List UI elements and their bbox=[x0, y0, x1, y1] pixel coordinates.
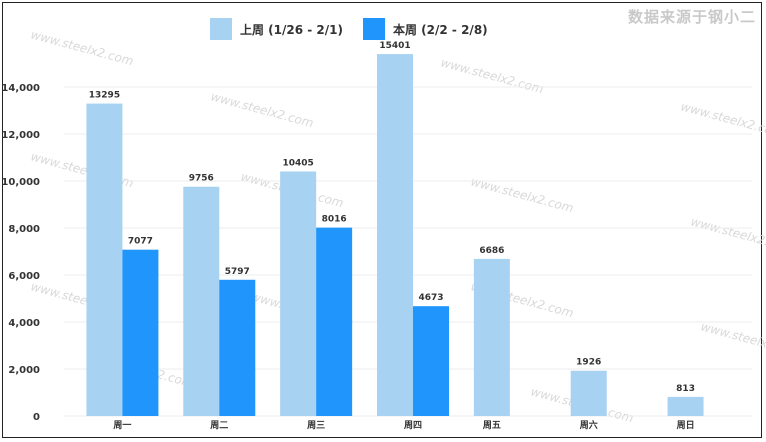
legend-item-last-week: 上周 (1/26 - 2/1) bbox=[210, 18, 343, 40]
bar-last-week bbox=[667, 396, 704, 416]
x-tick-label: 周二 bbox=[210, 420, 228, 431]
bar-this-week bbox=[219, 279, 256, 416]
legend-swatch-last-week bbox=[210, 18, 232, 40]
data-label-last-week: 9756 bbox=[189, 174, 214, 184]
data-label-this-week: 7077 bbox=[128, 237, 153, 247]
data-label-last-week: 13295 bbox=[89, 91, 120, 101]
y-tick-label: 6,000 bbox=[8, 271, 40, 282]
chart-legend: 上周 (1/26 - 2/1) 本周 (2/2 - 2/8) bbox=[210, 18, 488, 40]
bar-last-week bbox=[86, 103, 123, 416]
y-tick-label: 10,000 bbox=[1, 177, 40, 188]
bar-this-week bbox=[316, 227, 353, 416]
bar-last-week bbox=[570, 370, 607, 416]
y-tick-label: 4,000 bbox=[8, 318, 40, 329]
bar-this-week bbox=[413, 306, 449, 416]
data-label-this-week: 4673 bbox=[418, 293, 443, 303]
x-tick-label: 周日 bbox=[677, 420, 695, 431]
data-label-this-week: 8016 bbox=[322, 215, 347, 225]
watermark-text: www.steelx2.com bbox=[699, 319, 766, 360]
bar-last-week bbox=[280, 171, 317, 416]
legend-swatch-this-week bbox=[363, 18, 385, 40]
watermark-text: www.steelx2.com bbox=[209, 89, 315, 130]
data-label-last-week: 15401 bbox=[379, 41, 410, 51]
bar-last-week bbox=[473, 258, 510, 416]
data-label-last-week: 6686 bbox=[479, 246, 504, 256]
watermark-text: www.steelx2.com bbox=[689, 214, 766, 255]
x-tick-label: 周六 bbox=[580, 419, 598, 431]
bar-last-week bbox=[377, 54, 413, 416]
x-tick-label: 周四 bbox=[404, 420, 422, 431]
data-source-note: 数据来源于钢小二 bbox=[627, 8, 756, 26]
legend-label-last-week: 上周 (1/26 - 2/1) bbox=[240, 22, 343, 37]
watermark-text: www.steelx2.com bbox=[29, 27, 135, 68]
y-tick-label: 14,000 bbox=[1, 83, 40, 94]
y-tick-label: 8,000 bbox=[8, 224, 40, 235]
data-label-last-week: 813 bbox=[676, 384, 695, 394]
y-tick-label: 12,000 bbox=[1, 130, 40, 141]
data-label-this-week: 5797 bbox=[225, 267, 250, 277]
data-label-last-week: 1926 bbox=[576, 358, 601, 368]
legend-item-this-week: 本周 (2/2 - 2/8) bbox=[363, 18, 488, 40]
watermark-text: www.steelx2.com bbox=[439, 55, 545, 96]
x-tick-label: 周三 bbox=[307, 420, 325, 431]
x-tick-label: 周一 bbox=[113, 420, 131, 431]
bar-last-week bbox=[183, 186, 220, 416]
y-tick-label: 2,000 bbox=[8, 365, 40, 376]
bar-this-week bbox=[122, 249, 159, 416]
x-tick-label: 周五 bbox=[483, 420, 501, 431]
legend-label-this-week: 本周 (2/2 - 2/8) bbox=[393, 22, 488, 37]
y-tick-label: 0 bbox=[33, 412, 40, 423]
data-label-last-week: 10405 bbox=[282, 158, 313, 168]
